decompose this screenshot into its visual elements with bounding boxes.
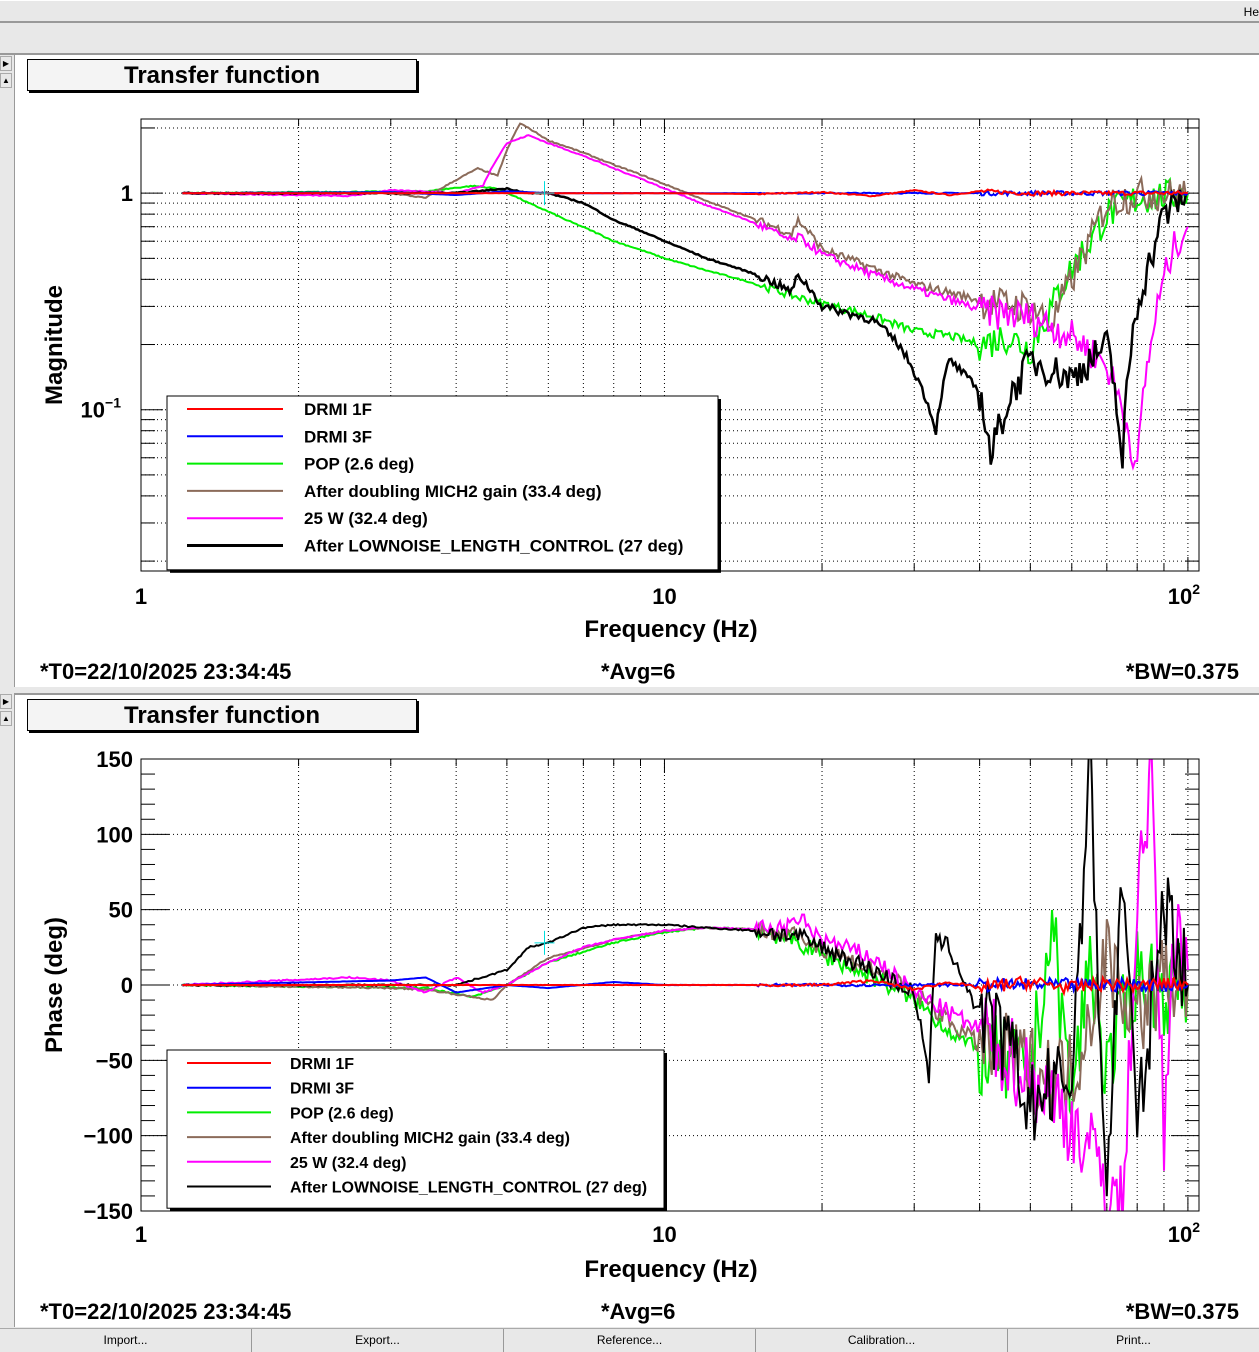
legend-item: DRMI 1F	[187, 400, 372, 419]
series-group	[182, 122, 1189, 471]
series-line-0	[182, 188, 1189, 198]
print-button[interactable]: Print...	[1008, 1329, 1259, 1352]
legend-item: After LOWNOISE_LENGTH_CONTROL (27 deg)	[187, 537, 683, 556]
menu-help[interactable]: He	[1243, 5, 1259, 19]
legend-item: POP (2.6 deg)	[187, 1105, 394, 1122]
x-tick-label: 10	[652, 1222, 676, 1247]
panel-title: Transfer function	[27, 699, 417, 731]
y-tick-label: 0	[121, 973, 133, 998]
y-tick-label: −150	[83, 1199, 133, 1224]
x-tick-label: 10	[652, 584, 676, 609]
plot-frame	[140, 758, 1200, 1212]
legend-label: After doubling MICH2 gain (33.4 deg)	[304, 482, 602, 501]
x-axis-label: Frequency (Hz)	[584, 616, 757, 643]
y-tick-label-exponent: −1	[105, 395, 121, 411]
legend-item: DRMI 3F	[187, 427, 372, 446]
legend-label: POP (2.6 deg)	[290, 1105, 394, 1122]
phase-panel: Transfer function 1 10 102 150 100 50 0 −50 −100…	[14, 693, 1259, 1327]
expand-arrow-button[interactable]: ▶	[0, 56, 12, 71]
y-axis-label: Phase (deg)	[41, 917, 68, 1053]
panel-title: Transfer function	[27, 59, 417, 91]
legend: DRMI 1F DRMI 3F POP (2.6 deg) After doublin…	[166, 395, 721, 573]
y-tick-label: −50	[96, 1048, 133, 1073]
legend-label: DRMI 1F	[290, 1056, 354, 1073]
collapse-arrow-button[interactable]: ▲	[0, 711, 12, 726]
legend-label: DRMI 3F	[304, 427, 372, 446]
footer-avg: *Avg=6	[601, 659, 676, 684]
legend-label: After LOWNOISE_LENGTH_CONTROL (27 deg)	[290, 1180, 647, 1197]
x-tick-label-exponent: 2	[1192, 581, 1200, 597]
y-axis-label: Magnitude	[41, 285, 68, 405]
magnitude-panel: Transfer function 1 10 102 1 10−1 Frequency (…	[14, 55, 1259, 687]
x-tick-label: 1	[135, 1222, 147, 1247]
footer-bw: *BW=0.375	[1125, 1299, 1239, 1324]
series-group	[182, 759, 1189, 1211]
footer-bw: *BW=0.375	[1125, 659, 1239, 684]
series-line-4	[182, 759, 1189, 1211]
y-tick-label: 1	[121, 181, 133, 206]
bottom-button-bar: Import... Export... Reference... Calibra…	[0, 1328, 1259, 1352]
y-tick-label: 10−1	[81, 395, 122, 423]
import-button[interactable]: Import...	[0, 1329, 252, 1352]
x-axis-label: Frequency (Hz)	[584, 1256, 757, 1283]
reference-button[interactable]: Reference...	[504, 1329, 756, 1352]
x-tick-label: 102	[1168, 1219, 1200, 1247]
y-tick-label: 150	[96, 747, 133, 772]
collapse-arrow-button[interactable]: ▲	[0, 73, 12, 88]
legend-item: After doubling MICH2 gain (33.4 deg)	[187, 482, 602, 501]
menu-bar: He	[0, 0, 1259, 23]
legend-label: After doubling MICH2 gain (33.4 deg)	[290, 1130, 570, 1147]
x-tick-label-exponent: 2	[1192, 1219, 1200, 1235]
legend-box	[166, 395, 719, 571]
legend-label: 25 W (32.4 deg)	[290, 1155, 406, 1172]
legend-item: DRMI 1F	[187, 1056, 354, 1073]
series-line-4	[182, 134, 1189, 471]
series-line-0	[182, 974, 1189, 997]
expand-arrow-button[interactable]: ▶	[0, 694, 12, 709]
y-tick-label: −100	[83, 1124, 133, 1149]
y-tick-label: 100	[96, 822, 133, 847]
legend-label: DRMI 3F	[290, 1081, 354, 1098]
footer-avg: *Avg=6	[601, 1299, 676, 1324]
y-tick-label: 50	[109, 898, 133, 923]
legend-item: DRMI 3F	[187, 1081, 354, 1098]
phase-chart[interactable]: 1 10 102 150 100 50 0 −50 −100 −150 Frequency (Hz)…	[15, 695, 1259, 1327]
toolbar	[0, 25, 1259, 55]
x-tick-label: 1	[135, 584, 147, 609]
legend-item: POP (2.6 deg)	[187, 455, 414, 474]
legend-item: 25 W (32.4 deg)	[187, 1155, 406, 1172]
legend: DRMI 1F DRMI 3F POP (2.6 deg) After doublin…	[166, 1049, 667, 1212]
legend-item: After LOWNOISE_LENGTH_CONTROL (27 deg)	[187, 1180, 647, 1197]
legend-box	[166, 1049, 665, 1209]
footer-t0: *T0=22/10/2025 23:34:45	[40, 659, 292, 684]
export-button[interactable]: Export...	[252, 1329, 504, 1352]
calibration-button[interactable]: Calibration...	[756, 1329, 1008, 1352]
magnitude-chart[interactable]: 1 10 102 1 10−1 Frequency (Hz) Magnitude DRMI 1…	[15, 55, 1259, 687]
footer-t0: *T0=22/10/2025 23:34:45	[40, 1299, 292, 1324]
legend-item: After doubling MICH2 gain (33.4 deg)	[187, 1130, 570, 1147]
legend-label: After LOWNOISE_LENGTH_CONTROL (27 deg)	[304, 537, 683, 556]
legend-item: 25 W (32.4 deg)	[187, 509, 428, 528]
legend-label: POP (2.6 deg)	[304, 455, 414, 474]
legend-label: 25 W (32.4 deg)	[304, 509, 428, 528]
legend-label: DRMI 1F	[304, 400, 372, 419]
x-tick-label: 102	[1168, 581, 1200, 609]
